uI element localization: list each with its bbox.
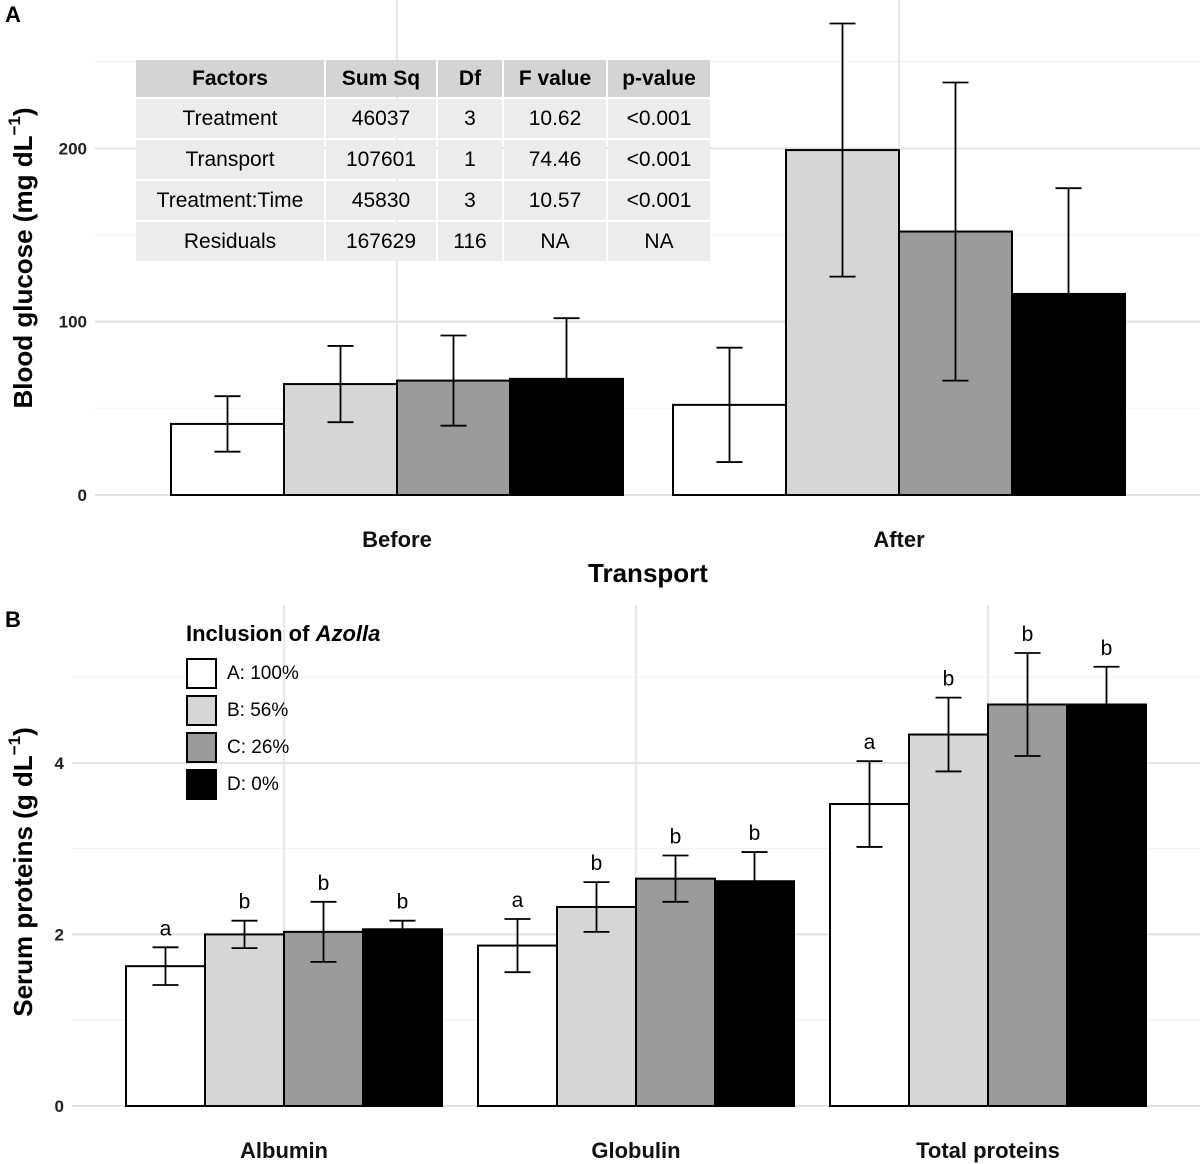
legend-title: Inclusion of Azolla (186, 621, 380, 647)
anova-cell: <0.001 (608, 99, 710, 138)
panel-a-y-axis-title-close: ) (8, 107, 38, 116)
panel-b-y-tick-label: 4 (55, 754, 65, 773)
anova-cell: <0.001 (608, 140, 710, 179)
legend-item: B: 56% (186, 692, 380, 729)
panel-a-y-tick-label: 0 (78, 486, 87, 505)
panel-a-y-tick-label: 200 (59, 139, 87, 158)
panel-b-significance-letter: a (864, 731, 876, 754)
anova-cell: 3 (438, 181, 502, 220)
anova-cell: 167629 (326, 222, 436, 261)
anova-row-treatment-time: Treatment:Time 45830 3 10.57 <0.001 (136, 181, 710, 220)
legend-label: B: 56% (227, 699, 289, 721)
legend-label: A: 100% (227, 662, 299, 684)
panel-b-significance-letter: b (1101, 637, 1113, 660)
panel-b-y-tick-label: 2 (55, 925, 64, 944)
panel-a-letter: A (5, 2, 21, 27)
anova-cell: 45830 (326, 181, 436, 220)
panel-a-y-axis-title-text: Blood glucose (mg dL (8, 135, 38, 408)
anova-row-treatment: Treatment 46037 3 10.62 <0.001 (136, 99, 710, 138)
panel-b-y-axis-title: Serum proteins (g dL−1) (5, 727, 38, 1017)
legend-label: C: 26% (227, 736, 290, 758)
panel-b-significance-letter: b (1022, 623, 1034, 646)
panel-b-significance-letter: b (943, 668, 955, 691)
anova-header-df: Df (438, 60, 502, 97)
legend-swatch (186, 658, 217, 689)
panel-b-significance-letter: b (749, 822, 761, 845)
panel-b-bar (204, 933, 285, 1108)
anova-cell: 116 (438, 222, 502, 261)
legend-item: A: 100% (186, 655, 380, 692)
anova-cell: Treatment:Time (136, 181, 324, 220)
panel-b-bar (362, 928, 443, 1107)
anova-cell: 10.62 (504, 99, 606, 138)
panel-b-significance-letter: b (318, 872, 330, 895)
panel-b-bars: a b b b a b b b a b b b (125, 623, 1147, 1108)
panel-b-y-axis-title-text: Serum proteins (g dL (8, 755, 38, 1017)
panel-b-x-tick-label: Globulin (591, 1138, 680, 1163)
panel-b-significance-letter: a (512, 889, 524, 912)
panel-b-y-axis-title-close: ) (8, 727, 38, 736)
panel-b-bar (987, 703, 1068, 1107)
panel-b-bar (908, 733, 989, 1107)
legend-swatch (186, 769, 217, 800)
anova-table: Factors Sum Sq Df F value p-value Treatm… (134, 58, 712, 263)
anova-row-transport: Transport 107601 1 74.46 <0.001 (136, 140, 710, 179)
panel-b-significance-letter: b (591, 852, 603, 875)
anova-header-f-value: F value (504, 60, 606, 97)
anova-cell: Transport (136, 140, 324, 179)
anova-header-sum-sq: Sum Sq (326, 60, 436, 97)
panel-a-y-tick-label: 100 (59, 313, 87, 332)
panel-b-x-tick-label: Total proteins (916, 1138, 1060, 1163)
panel-b-x-tick-label: Albumin (240, 1138, 328, 1163)
panel-b-y-axis-title-sup: −1 (5, 736, 24, 755)
anova-cell: <0.001 (608, 181, 710, 220)
anova-cell: Treatment (136, 99, 324, 138)
panel-b-y-tick-label: 0 (55, 1097, 64, 1116)
panel-b-bar (635, 877, 716, 1107)
legend-swatch (186, 695, 217, 726)
panel-b-bar (829, 803, 910, 1107)
anova-cell: Residuals (136, 222, 324, 261)
panel-b-bar (1066, 703, 1147, 1107)
anova-cell: NA (608, 222, 710, 261)
panel-b-bar (125, 965, 206, 1107)
anova-cell: 3 (438, 99, 502, 138)
legend-title-italic: Azolla (315, 621, 381, 646)
panel-b-significance-letter: b (397, 891, 409, 914)
anova-cell: 46037 (326, 99, 436, 138)
panel-a-bars (170, 22, 1126, 497)
panel-b-letter: B (5, 607, 21, 632)
panel-b-bar (714, 880, 795, 1107)
anova-cell: 1 (438, 140, 502, 179)
legend-label: D: 0% (227, 773, 279, 795)
legend: Inclusion of Azolla A: 100% B: 56% C: 26… (186, 621, 380, 803)
panel-b-significance-letter: b (670, 825, 682, 848)
anova-header-row: Factors Sum Sq Df F value p-value (136, 60, 710, 97)
panel-b-bar (556, 905, 637, 1108)
panel-b-significance-letter: a (160, 917, 172, 940)
panel-b-significance-letter: b (239, 891, 251, 914)
anova-cell: 74.46 (504, 140, 606, 179)
anova-header-factors: Factors (136, 60, 324, 97)
panel-a-x-axis-title: Transport (588, 558, 708, 588)
anova-cell: 107601 (326, 140, 436, 179)
panel-a-y-axis-title-sup: −1 (5, 116, 24, 135)
legend-title-prefix: Inclusion of (186, 621, 316, 646)
anova-cell: NA (504, 222, 606, 261)
anova-header-p-value: p-value (608, 60, 710, 97)
panel-a-x-tick-label: After (873, 527, 925, 552)
legend-swatch (186, 732, 217, 763)
panel-a-y-axis-title: Blood glucose (mg dL−1) (5, 107, 38, 408)
panel-a-x-tick-label: Before (362, 527, 432, 552)
anova-row-residuals: Residuals 167629 116 NA NA (136, 222, 710, 261)
anova-cell: 10.57 (504, 181, 606, 220)
legend-item: C: 26% (186, 729, 380, 766)
legend-item: D: 0% (186, 766, 380, 803)
